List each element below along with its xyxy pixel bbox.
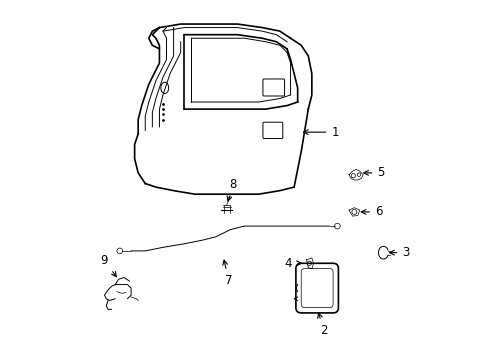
Text: 4: 4 <box>285 257 301 270</box>
Text: 3: 3 <box>389 246 409 259</box>
Text: 2: 2 <box>317 313 327 337</box>
Text: 6: 6 <box>361 206 382 219</box>
Text: 5: 5 <box>363 166 384 179</box>
Text: 1: 1 <box>303 126 338 139</box>
Text: 9: 9 <box>101 254 116 277</box>
Text: 8: 8 <box>226 177 236 201</box>
Text: 7: 7 <box>223 260 232 287</box>
